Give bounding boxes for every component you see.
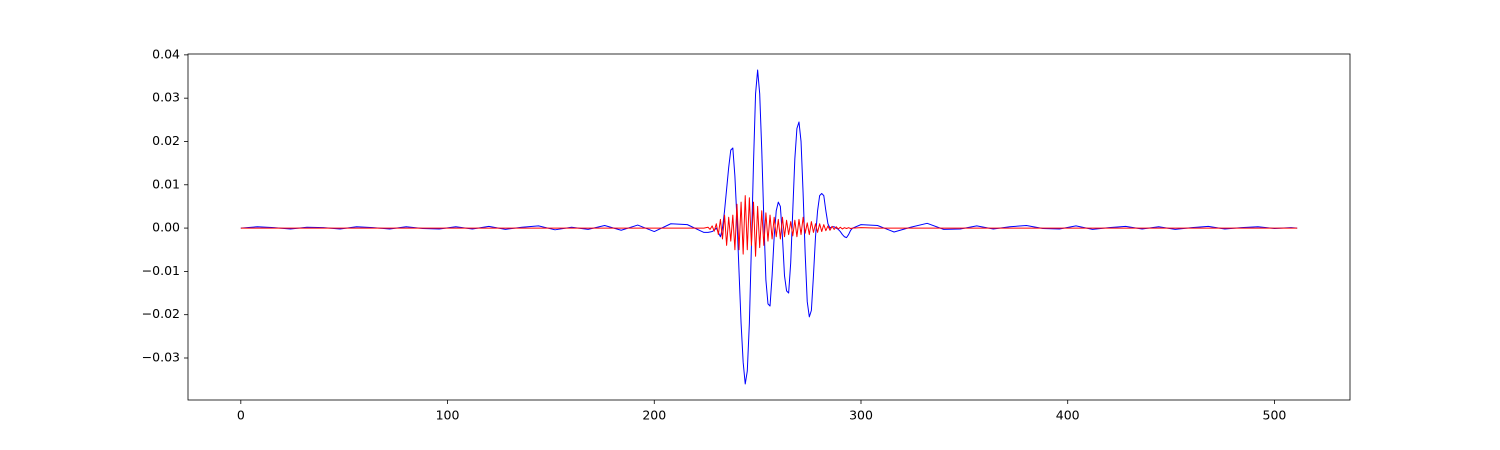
y-tick-label: 0.00	[152, 220, 180, 235]
x-tick-label: 200	[642, 408, 666, 423]
y-tick-label: −0.03	[142, 349, 180, 364]
x-tick-label: 300	[849, 408, 873, 423]
x-tick-label: 400	[1056, 408, 1080, 423]
y-tick-label: −0.01	[142, 263, 180, 278]
y-tick-label: 0.03	[152, 90, 180, 105]
plot-frame	[187, 53, 1351, 401]
series-line	[240, 69, 1298, 385]
x-tick-label: 500	[1263, 408, 1287, 423]
series-line	[240, 195, 1298, 257]
y-tick-label: −0.02	[142, 306, 180, 321]
y-tick-label: 0.02	[152, 133, 180, 148]
x-tick-label: 0	[237, 408, 245, 423]
y-tick-label: 0.01	[152, 176, 180, 191]
x-tick-label: 100	[436, 408, 460, 423]
y-tick-label: 0.04	[152, 46, 180, 61]
